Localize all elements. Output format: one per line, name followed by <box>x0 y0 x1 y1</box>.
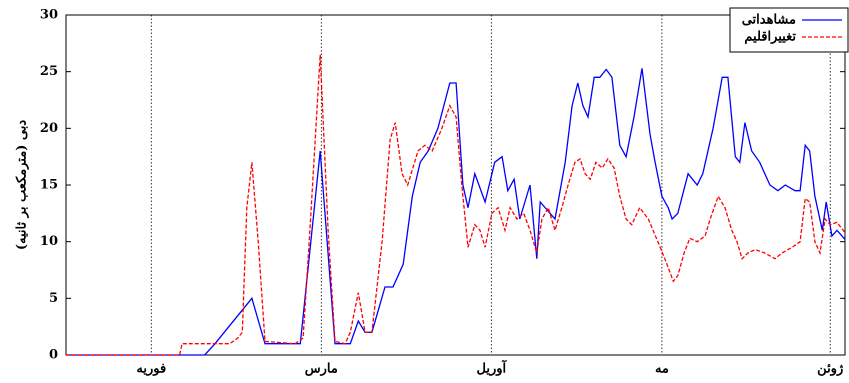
y-tick-label: 15 <box>40 178 58 193</box>
y-tick-label: 20 <box>40 121 58 136</box>
x-tick-label: ژوئن <box>817 362 843 377</box>
legend-label: مشاهداتی <box>742 13 796 28</box>
x-tick-label: مه <box>655 362 669 377</box>
y-axis-label: دبی (مترمکعب بر ثانیه) <box>15 120 30 250</box>
legend-box <box>729 7 849 53</box>
y-tick-label: 30 <box>40 8 58 23</box>
y-tick-label: 5 <box>49 291 58 306</box>
y-tick-label: 25 <box>40 64 58 79</box>
y-tick-label: 10 <box>40 234 58 249</box>
series-line <box>66 68 846 356</box>
x-tick-label: فوریه <box>136 362 166 377</box>
x-tick-label: آوریل <box>477 360 508 377</box>
plot-frame <box>65 14 846 356</box>
x-tick-label: مارس <box>305 362 338 377</box>
series-line <box>66 54 846 356</box>
y-tick-label: 0 <box>49 348 58 363</box>
legend-label: تغییراقلیم <box>744 30 796 45</box>
